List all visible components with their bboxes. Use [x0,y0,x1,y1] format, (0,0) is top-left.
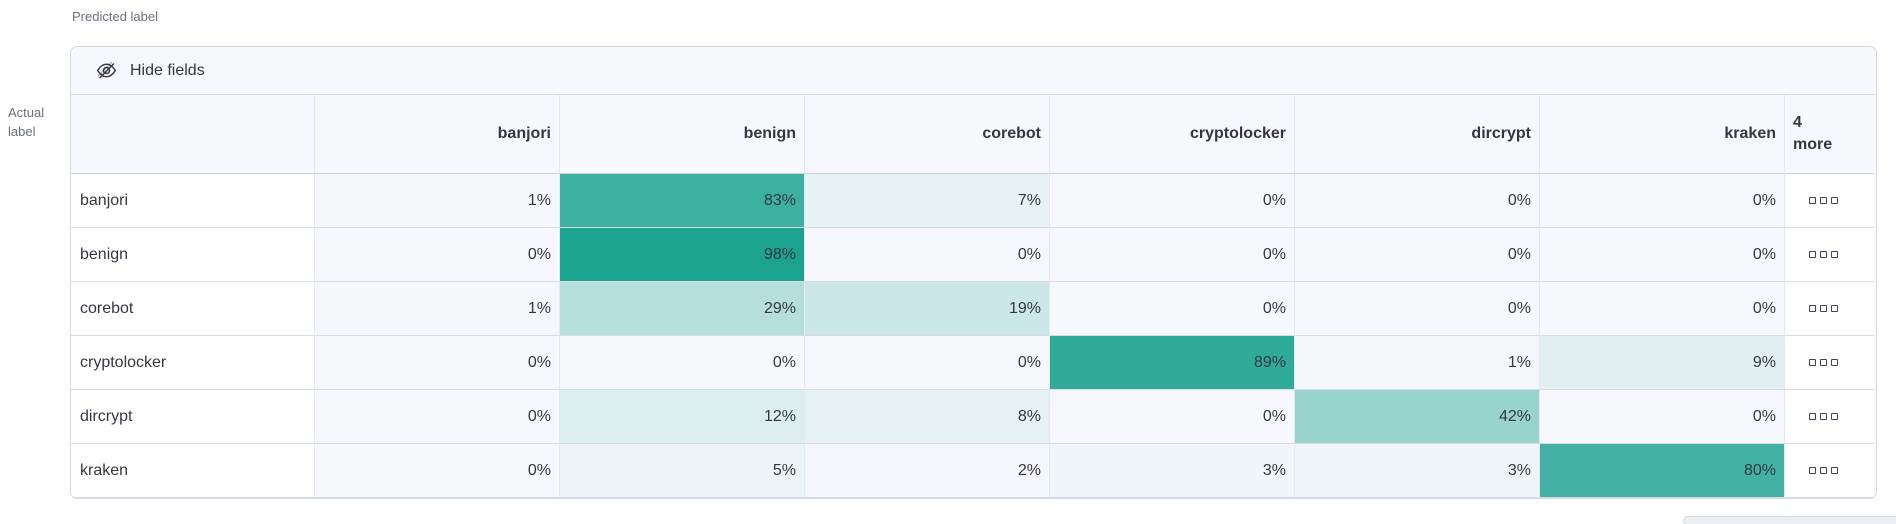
boxes-horizontal-icon [1831,305,1838,312]
cell-benign-dircrypt: 0% [1295,228,1540,282]
boxes-horizontal-icon [1809,359,1816,366]
boxes-horizontal-icon [1820,467,1827,474]
actual-axis-line1: Actual [8,105,45,120]
cell-corebot-benign: 29% [560,282,805,336]
cell-banjori-cryptolocker: 0% [1050,174,1295,228]
row-label-cryptolocker: cryptolocker [71,336,315,390]
cell-cryptolocker-corebot: 0% [805,336,1050,390]
row-label-banjori: banjori [71,174,315,228]
cell-dircrypt-dircrypt: 42% [1295,390,1540,444]
cell-banjori-corebot: 7% [805,174,1050,228]
confusion-matrix-panel: Hide fields banjori benign corebot cryptolo… [70,46,1877,499]
eye-closed-icon [96,61,117,79]
boxes-horizontal-icon [1809,251,1816,258]
row-label-benign: benign [71,228,315,282]
cell-dircrypt-cryptolocker: 0% [1050,390,1295,444]
column-header-empty [71,95,315,174]
boxes-horizontal-icon [1831,413,1838,420]
cell-cryptolocker-cryptolocker: 89% [1050,336,1295,390]
boxes-horizontal-icon [1820,413,1827,420]
row-more-button-corebot[interactable] [1785,282,1874,336]
boxes-horizontal-icon [1831,359,1838,366]
cell-corebot-dircrypt: 0% [1295,282,1540,336]
cell-corebot-cryptolocker: 0% [1050,282,1295,336]
row-label-kraken: kraken [71,444,315,498]
row-more-button-cryptolocker[interactable] [1785,336,1874,390]
cell-corebot-kraken: 0% [1540,282,1785,336]
cell-cryptolocker-dircrypt: 1% [1295,336,1540,390]
cell-corebot-banjori: 1% [315,282,560,336]
cell-dircrypt-kraken: 0% [1540,390,1785,444]
cell-banjori-benign: 83% [560,174,805,228]
boxes-horizontal-icon [1820,197,1827,204]
column-header-dircrypt[interactable]: dircrypt [1295,95,1540,174]
boxes-horizontal-icon [1831,197,1838,204]
column-header-benign[interactable]: benign [560,95,805,174]
boxes-horizontal-icon [1831,467,1838,474]
cell-kraken-banjori: 0% [315,444,560,498]
row-more-button-benign[interactable] [1785,228,1874,282]
boxes-horizontal-icon [1820,359,1827,366]
cell-corebot-corebot: 19% [805,282,1050,336]
cell-cryptolocker-kraken: 9% [1540,336,1785,390]
boxes-horizontal-icon [1809,413,1816,420]
hide-fields-label: Hide fields [130,61,205,79]
cell-cryptolocker-banjori: 0% [315,336,560,390]
cell-cryptolocker-benign: 0% [560,336,805,390]
cell-kraken-benign: 5% [560,444,805,498]
boxes-horizontal-icon [1820,305,1827,312]
cell-dircrypt-benign: 12% [560,390,805,444]
cell-kraken-kraken: 80% [1540,444,1785,498]
row-label-dircrypt: dircrypt [71,390,315,444]
cell-banjori-dircrypt: 0% [1295,174,1540,228]
row-more-button-dircrypt[interactable] [1785,390,1874,444]
cell-kraken-dircrypt: 3% [1295,444,1540,498]
column-header-cryptolocker[interactable]: cryptolocker [1050,95,1295,174]
hide-fields-button[interactable]: Hide fields [96,60,205,81]
predicted-axis-label: Predicted label [72,9,158,24]
cell-dircrypt-corebot: 8% [805,390,1050,444]
boxes-horizontal-icon [1809,197,1816,204]
column-header-more[interactable]: 4 more [1785,95,1874,174]
boxes-horizontal-icon [1831,251,1838,258]
horizontal-scrollbar[interactable] [1683,516,1896,524]
column-header-corebot[interactable]: corebot [805,95,1050,174]
boxes-horizontal-icon [1809,467,1816,474]
cell-benign-corebot: 0% [805,228,1050,282]
row-more-button-banjori[interactable] [1785,174,1874,228]
cell-kraken-corebot: 2% [805,444,1050,498]
cell-banjori-banjori: 1% [315,174,560,228]
boxes-horizontal-icon [1820,251,1827,258]
cell-dircrypt-banjori: 0% [315,390,560,444]
actual-axis-line2: label [8,124,36,139]
cell-benign-kraken: 0% [1540,228,1785,282]
cell-benign-benign: 98% [560,228,805,282]
more-label: more [1793,136,1833,153]
cell-banjori-kraken: 0% [1540,174,1785,228]
cell-benign-cryptolocker: 0% [1050,228,1295,282]
grid-toolbar: Hide fields [71,47,1876,95]
column-header-kraken[interactable]: kraken [1540,95,1785,174]
actual-axis-label: Actual label [8,103,44,141]
row-more-button-kraken[interactable] [1785,444,1874,498]
row-label-corebot: corebot [71,282,315,336]
boxes-horizontal-icon [1809,305,1816,312]
cell-benign-banjori: 0% [315,228,560,282]
more-count: 4 [1793,114,1802,131]
column-header-banjori[interactable]: banjori [315,95,560,174]
confusion-matrix-grid: banjori benign corebot cryptolocker dircrypt… [71,95,1876,498]
cell-kraken-cryptolocker: 3% [1050,444,1295,498]
